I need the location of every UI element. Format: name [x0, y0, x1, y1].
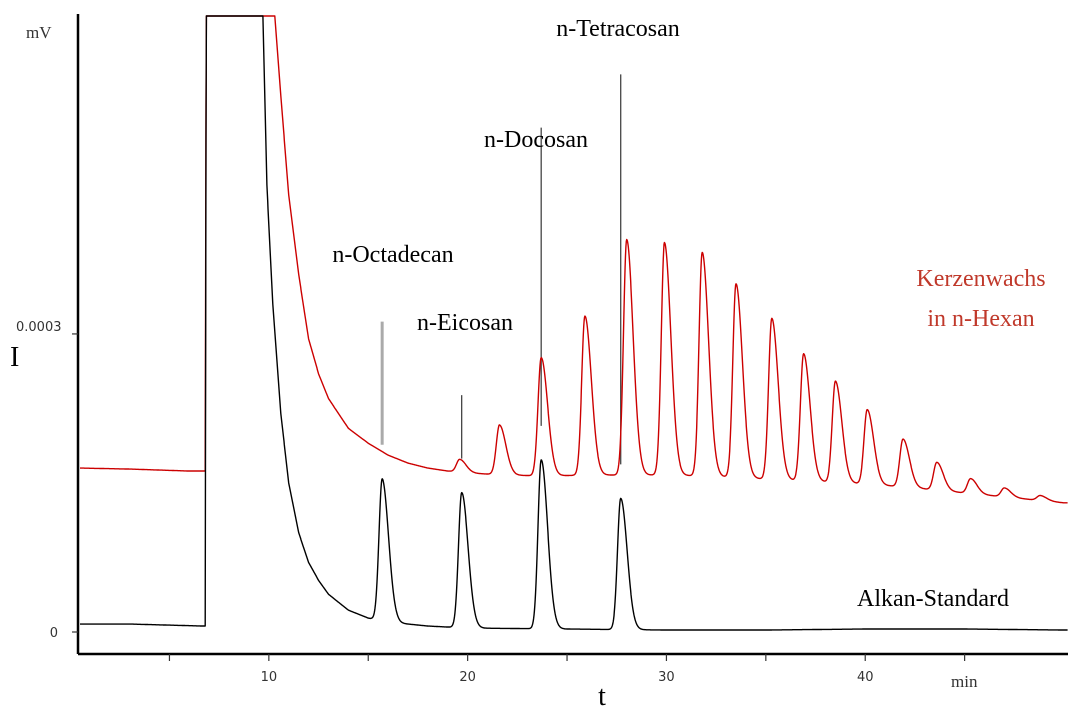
peak-label: n-Tetracosan — [556, 16, 680, 42]
series-lines — [79, 15, 1068, 631]
peak-label: n-Docosan — [484, 127, 588, 153]
x-axis-title: t — [598, 681, 606, 709]
y-tick-label: 0.0003 — [16, 320, 62, 335]
series-label-kerzenwachs: in n-Hexan — [927, 306, 1034, 332]
y-axis-title: I — [10, 342, 19, 373]
x-tick-label: 30 — [658, 670, 675, 685]
x-unit-label: min — [951, 672, 978, 691]
axes: 10 20 30 40 0 0.0003 It mV min — [10, 14, 1068, 709]
kerzenwachs-series-line — [79, 15, 1068, 504]
peak-label: n-Eicosan — [417, 310, 513, 336]
y-tick-label: 0 — [50, 626, 58, 641]
guide-lines — [380, 74, 622, 465]
x-tick-label: 20 — [459, 670, 476, 685]
peak-label: n-Octadecan — [332, 242, 453, 268]
y-unit-label: mV — [26, 23, 52, 42]
x-tick-label: 40 — [857, 670, 874, 685]
labels: n-Octadecan n-Eicosan n-Docosan n-Tetracosa… — [332, 16, 1045, 612]
series-label-kerzenwachs: Kerzenwachs — [916, 266, 1045, 292]
alkan-standard-series-line — [79, 15, 1068, 631]
series-label-alkan-standard: Alkan-Standard — [857, 586, 1009, 612]
x-tick-label: 10 — [261, 670, 278, 685]
